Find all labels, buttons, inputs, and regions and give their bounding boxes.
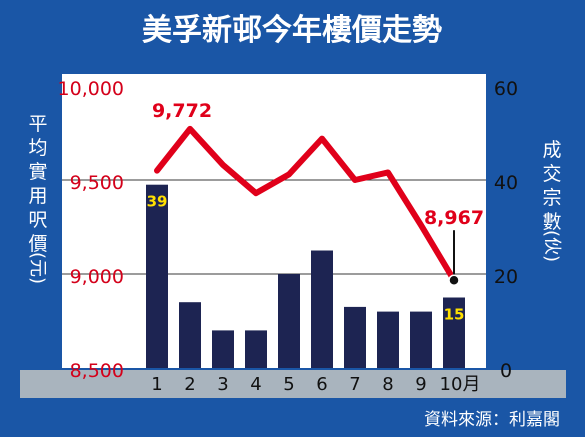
price-point [420,224,422,226]
right-tick-label: 40 [494,172,518,194]
left-tick-label: 8,500 [70,360,124,382]
price-line-path [154,125,457,284]
price-point [321,138,323,140]
bar [311,250,333,368]
callout-dot [448,274,460,286]
x-tick-label: 2 [184,374,195,395]
bar-value-label: 39 [147,193,168,211]
bar-value-label: 15 [444,306,465,324]
right-tick-label: 20 [494,266,518,288]
source-note: 資料來源：利嘉閣 [424,410,560,430]
price-point [387,171,389,173]
bar [377,311,399,368]
left-tick-label: 9,000 [70,266,124,288]
price-point [189,128,191,130]
price-point [354,179,356,181]
category-strip [20,370,566,398]
chart-title: 美孚新邨今年樓價走勢 [142,13,442,48]
right-axis-label-char: 宗 [542,187,561,209]
bar [179,302,201,368]
price-point [288,173,290,175]
left-tick-label: 10,000 [58,78,124,100]
right-tick-label: 60 [494,78,518,100]
price-value-label: 9,772 [152,100,212,122]
left-axis-label-char: 實 [28,161,47,183]
x-tick-label: 7 [349,374,360,395]
x-tick-label: 9 [415,374,426,395]
x-tick-label: 4 [250,374,261,395]
x-ticks: 1 2 3 4 5 6 7 8 9 10月 [151,374,480,395]
bar [278,274,300,368]
bar [146,184,168,368]
right-axis-ticks: 60 40 20 0 [494,78,518,382]
bar [245,330,267,368]
left-axis-label-char: 平 [28,113,47,135]
x-tick-label: 3 [217,374,228,395]
x-tick-label: 8 [382,374,393,395]
price-line: 9,772 8,967 [152,100,484,286]
x-tick-label: 6 [316,374,327,395]
price-value-label: 8,967 [424,207,484,229]
right-axis-label-char: 交 [542,163,561,185]
right-axis-label-char: 成 [542,139,561,161]
bar [443,297,465,368]
right-tick-label: 0 [500,360,512,382]
bar [344,306,366,368]
left-axis-label-char: 價 [28,233,47,255]
price-point [255,192,257,194]
left-axis-ticks: 10,000 9,500 9,000 8,500 [58,78,124,382]
x-tick-label: 10月 [440,374,481,395]
price-point [222,164,224,166]
left-axis-label-char: (元) [27,252,48,284]
left-axis-label-char: 呎 [28,209,47,231]
left-axis-label-char: 用 [28,185,47,207]
bar [212,330,234,368]
bars: 39 15 [146,184,465,368]
left-tick-label: 9,500 [70,172,124,194]
right-axis-label-char: (伙) [541,230,562,262]
price-point [156,170,158,172]
bar [410,311,432,368]
x-tick-label: 1 [151,374,162,395]
right-axis-label-char: 數 [542,211,561,233]
x-tick-label: 5 [283,374,294,395]
left-axis-label-char: 均 [28,137,47,159]
